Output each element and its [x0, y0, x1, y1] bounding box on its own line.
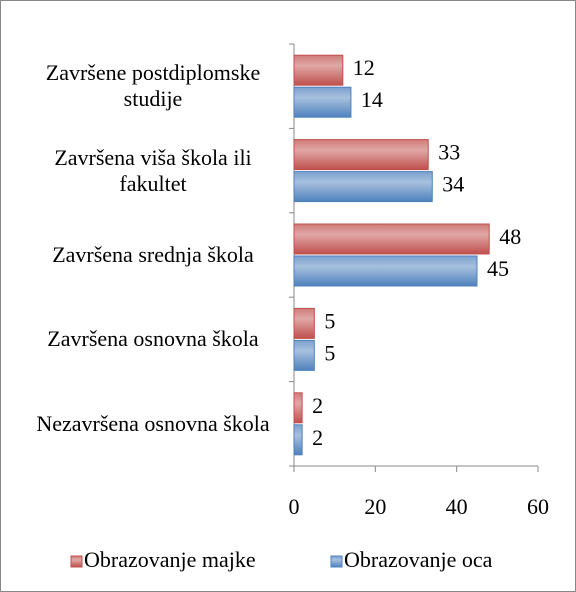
category-label: Završene postdiplomske studije	[45, 60, 261, 112]
bar	[293, 86, 352, 118]
x-tick-label: 60	[527, 494, 549, 519]
bar	[293, 223, 490, 255]
category-label: Završena viša škola ili fakultet	[54, 144, 252, 196]
bar	[293, 424, 303, 456]
category-label: Nezavršena osnovna škola	[36, 410, 270, 436]
data-label: 5	[324, 340, 335, 365]
legend-marker	[330, 555, 343, 568]
bar	[293, 307, 315, 339]
x-tick-label: 40	[446, 494, 468, 519]
legend-marker	[70, 555, 83, 568]
x-tick-label: 0	[289, 494, 300, 519]
data-label: 12	[353, 55, 375, 80]
bar	[293, 139, 429, 171]
bar	[293, 171, 433, 203]
data-label: 48	[499, 224, 521, 249]
category-label: Završena osnovna škola	[47, 326, 259, 352]
data-label: 14	[361, 87, 383, 112]
legend-label: Obrazovanje majke	[84, 547, 256, 572]
data-label: 2	[312, 393, 323, 418]
data-label: 5	[324, 308, 335, 333]
data-label: 2	[312, 425, 323, 450]
data-label: 33	[438, 140, 460, 165]
bar	[293, 255, 478, 287]
x-tick-label: 20	[364, 494, 386, 519]
legend-label: Obrazovanje oca	[344, 547, 493, 572]
bar	[293, 54, 344, 86]
category-label: Završena srednja škola	[52, 242, 254, 267]
data-label: 45	[487, 256, 509, 281]
bar	[293, 339, 315, 371]
bar	[293, 392, 303, 424]
data-label: 34	[442, 172, 464, 197]
